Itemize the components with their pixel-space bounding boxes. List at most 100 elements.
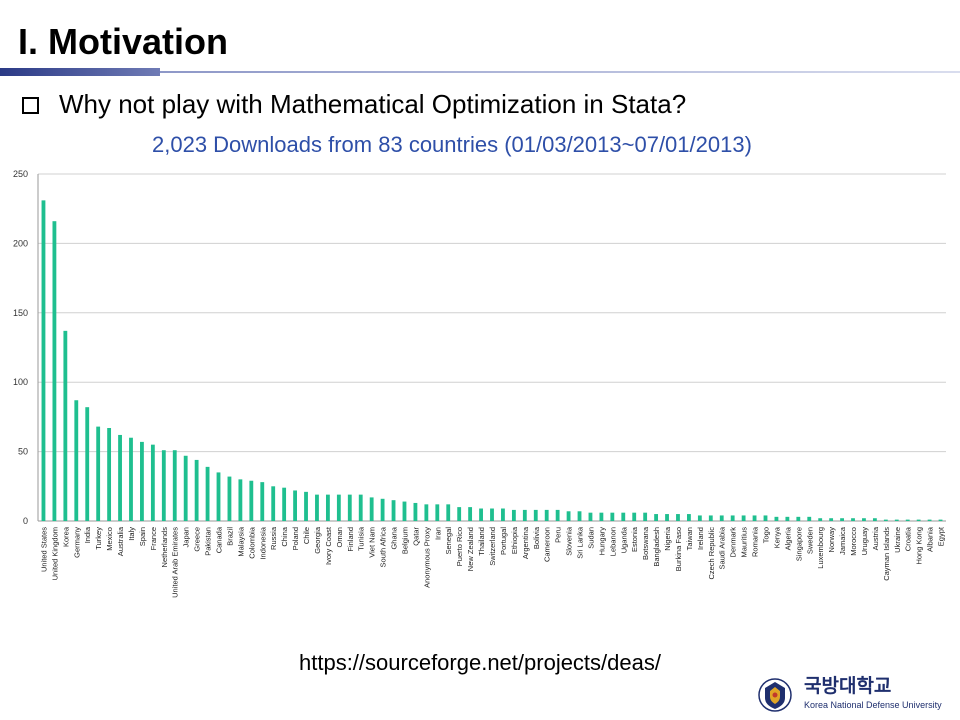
x-tick-label: Lebanon	[608, 527, 617, 556]
x-tick-label: Poland	[291, 527, 300, 550]
bar	[238, 479, 243, 521]
x-tick-label: Sweden	[805, 527, 814, 554]
bar	[107, 428, 112, 521]
bar	[96, 426, 101, 521]
x-tick-label: Finland	[346, 527, 355, 552]
x-tick-label: United Kingdom	[50, 527, 59, 580]
bar	[304, 491, 308, 521]
university-logo: 국방대학교 Korea National Defense University	[758, 676, 950, 714]
x-tick-label: Thailand	[477, 527, 486, 556]
x-tick-label: Morocco	[849, 527, 858, 556]
x-tick-label: Ukraine	[893, 527, 902, 553]
x-tick-label: Viet Nam	[368, 527, 377, 558]
x-tick-label: Bolivia	[532, 526, 541, 549]
x-tick-label: Cayman Islands	[882, 527, 891, 581]
x-tick-label: Ghana	[390, 526, 399, 549]
bar	[194, 459, 199, 521]
x-tick-label: Sri Lanka	[576, 526, 585, 559]
bar	[118, 434, 122, 521]
bar	[905, 519, 910, 521]
bar	[325, 494, 330, 521]
x-tick-label: New Zealand	[466, 527, 475, 571]
bar	[533, 509, 538, 521]
x-tick-label: Peru	[554, 527, 563, 543]
x-tick-label: Portugal	[499, 527, 508, 555]
bar	[369, 497, 374, 521]
x-tick-label: Korea	[61, 526, 70, 547]
bar	[829, 518, 834, 521]
x-tick-label: Hungary	[597, 527, 606, 556]
bar	[566, 511, 571, 521]
bar	[511, 509, 516, 521]
x-tick-label: Japan	[182, 527, 191, 547]
x-tick-label: Burkina Faso	[674, 527, 683, 571]
x-tick-label: Australia	[116, 526, 125, 556]
bar	[413, 502, 418, 521]
bar	[588, 512, 593, 521]
y-tick-label: 200	[13, 238, 28, 248]
bullet-point: Why not play with Mathematical Optimizat…	[22, 86, 686, 122]
x-tick-label: Qatar	[411, 527, 420, 546]
bar	[796, 516, 801, 521]
bar	[446, 504, 451, 521]
bar	[752, 515, 757, 521]
chart-category-labels: United States United Kingdom Korea Germany I…	[39, 526, 945, 598]
x-tick-label: Togo	[761, 527, 770, 543]
bar	[260, 482, 265, 521]
x-tick-label: Ethiopia	[510, 526, 519, 554]
bar	[183, 455, 188, 521]
x-tick-label: Ireland	[696, 527, 705, 550]
x-tick-label: United Arab Emirates	[171, 527, 180, 598]
x-tick-label: Cameroon	[543, 527, 552, 562]
bar	[150, 444, 155, 521]
bar	[872, 518, 877, 521]
x-tick-label: Brazil	[225, 527, 234, 546]
x-tick-label: Austria	[871, 526, 880, 550]
bar	[205, 466, 210, 521]
title-underline-thin	[160, 71, 960, 73]
bar	[730, 515, 735, 521]
x-tick-label: China	[280, 526, 289, 546]
bar	[894, 519, 899, 521]
x-tick-label: Tunisia	[357, 526, 366, 551]
bar	[293, 490, 297, 521]
x-tick-label: Norway	[827, 527, 836, 553]
bar	[227, 476, 232, 521]
university-emblem-icon	[758, 678, 792, 712]
bar	[818, 518, 823, 521]
x-tick-label: Denmark	[729, 527, 738, 558]
x-tick-label: United States	[39, 527, 48, 572]
bar	[161, 450, 166, 521]
x-tick-label: Puerto Rico	[455, 527, 464, 566]
bar	[687, 514, 691, 521]
bar	[457, 507, 462, 521]
project-url: https://sourceforge.net/projects/deas/	[299, 650, 661, 675]
x-tick-label: Uruguay	[860, 527, 869, 556]
y-tick-label: 250	[13, 169, 28, 179]
bar	[555, 509, 560, 521]
bar	[741, 515, 746, 521]
bar	[424, 504, 429, 521]
bar	[621, 512, 626, 521]
bar	[577, 511, 582, 521]
x-tick-label: Czech Republic	[707, 527, 716, 580]
x-tick-label: Anonymous Proxy	[422, 527, 431, 588]
bar	[282, 487, 287, 521]
x-tick-label: Luxembourg	[816, 527, 825, 569]
bar	[216, 472, 221, 521]
bar	[490, 508, 494, 521]
y-tick-label: 100	[13, 377, 28, 387]
bar	[347, 494, 352, 521]
x-tick-label: Nigeria	[663, 526, 672, 551]
x-tick-label: Hong Kong	[915, 527, 924, 565]
bar	[785, 516, 790, 521]
x-tick-label: Belgium	[400, 527, 409, 554]
x-tick-label: Argentina	[521, 526, 530, 559]
bar	[708, 515, 713, 521]
bar	[927, 519, 932, 521]
title-underline	[0, 68, 960, 76]
bar	[52, 221, 57, 521]
y-tick-label: 150	[13, 308, 28, 318]
bar	[643, 512, 648, 521]
x-tick-label: Greece	[193, 527, 202, 552]
